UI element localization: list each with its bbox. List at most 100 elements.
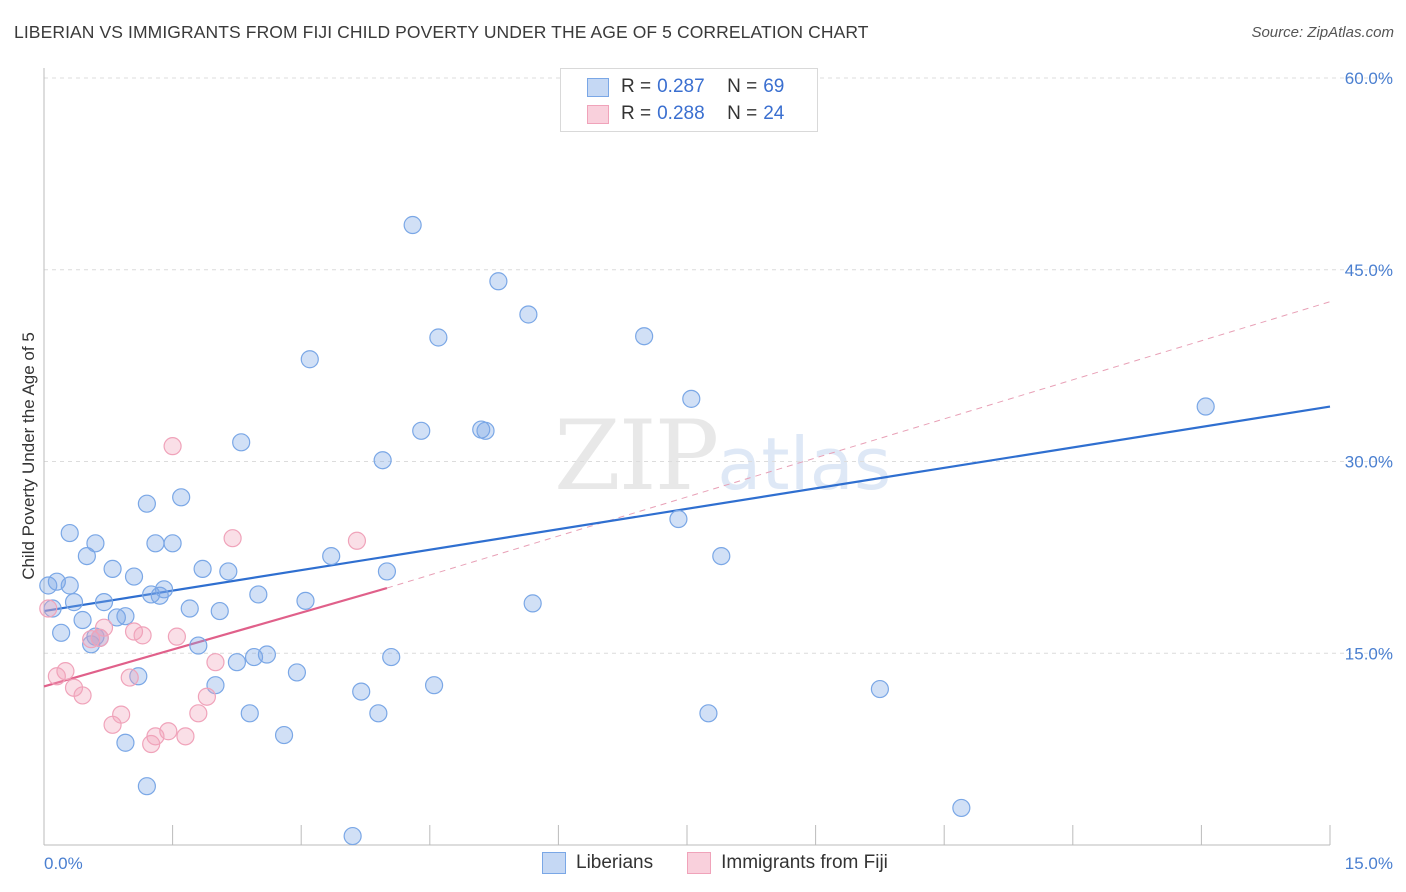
point-liberians xyxy=(86,534,105,553)
watermark-zip: ZIP xyxy=(554,400,719,512)
point-liberians xyxy=(124,567,144,586)
point-liberians xyxy=(172,488,191,507)
y-axis-label: Child Poverty Under the Age of 5 xyxy=(19,332,38,580)
point-fiji xyxy=(176,727,195,746)
point-liberians xyxy=(94,593,114,612)
point-liberians xyxy=(870,679,890,699)
point-liberians xyxy=(116,733,135,752)
point-liberians xyxy=(382,647,401,667)
axis-labels: 15.0% 30.0% 45.0% 60.0% 0.0% 15.0% Child Pover… xyxy=(19,69,1393,873)
point-liberians xyxy=(73,610,92,630)
point-fiji xyxy=(159,722,178,741)
y-tick-label: 30.0% xyxy=(1345,453,1393,472)
trend-line-fiji-extension xyxy=(386,301,1331,589)
point-liberians xyxy=(523,594,542,613)
point-liberians xyxy=(274,725,294,745)
legend-n-value: 69 xyxy=(763,76,785,97)
legend-swatch-fiji xyxy=(687,852,712,874)
point-liberians xyxy=(240,704,259,723)
grid-lines xyxy=(44,77,1395,654)
point-liberians xyxy=(403,215,422,235)
point-liberians xyxy=(296,591,315,610)
point-liberians xyxy=(180,599,199,618)
point-liberians xyxy=(257,645,277,664)
point-liberians xyxy=(412,421,431,440)
stats-legend: R = 0.287 N = 69 R = 0.288 N = 24 xyxy=(560,68,818,132)
point-liberians xyxy=(519,305,538,324)
legend-item-fiji: Immigrants from Fiji xyxy=(687,852,888,874)
point-liberians xyxy=(699,704,718,723)
point-liberians xyxy=(103,559,122,578)
legend-n-label: N = xyxy=(727,103,758,124)
x-tick-label: 0.0% xyxy=(44,854,83,873)
legend-r-label: R = xyxy=(621,76,652,97)
point-liberians xyxy=(635,327,654,346)
watermark: ZIPatlas xyxy=(554,400,891,512)
point-liberians xyxy=(343,826,362,846)
point-liberians xyxy=(429,328,448,347)
point-liberians xyxy=(369,704,388,723)
point-liberians xyxy=(60,576,79,595)
point-liberians xyxy=(300,350,319,369)
point-liberians xyxy=(476,421,495,440)
legend-n-label: N = xyxy=(727,76,758,97)
point-liberians xyxy=(52,623,71,642)
legend-row-liberians: R = 0.287 N = 69 xyxy=(587,75,784,99)
trend-lines xyxy=(43,301,1331,688)
point-fiji xyxy=(206,653,225,672)
point-liberians xyxy=(146,534,165,553)
point-liberians xyxy=(210,601,229,621)
point-liberians xyxy=(219,562,238,581)
point-liberians xyxy=(39,576,58,595)
legend-r-label: R = xyxy=(621,103,652,124)
point-fiji xyxy=(94,618,114,637)
point-fiji xyxy=(47,667,66,686)
point-liberians xyxy=(189,636,208,655)
point-fiji xyxy=(120,668,139,687)
point-liberians xyxy=(232,433,251,452)
chart-title: LIBERIAN VS IMMIGRANTS FROM FIJI CHILD P… xyxy=(14,22,869,42)
x-tick-label: 15.0% xyxy=(1345,854,1393,873)
point-liberians xyxy=(489,272,508,291)
point-liberians xyxy=(712,546,731,566)
watermark-atlas: atlas xyxy=(717,422,892,506)
point-liberians xyxy=(116,607,135,626)
point-fiji xyxy=(39,599,58,618)
legend-row-fiji: R = 0.288 N = 24 xyxy=(587,102,784,126)
point-liberians xyxy=(60,523,79,543)
point-liberians xyxy=(377,562,397,581)
legend-swatch-fiji xyxy=(587,104,609,124)
legend-swatch-liberians xyxy=(542,852,566,874)
point-fiji xyxy=(133,626,152,645)
legend-item-liberians: Liberians xyxy=(542,852,653,874)
point-liberians xyxy=(137,777,156,796)
point-liberians xyxy=(227,653,246,672)
legend-r-value: 0.287 xyxy=(657,76,705,97)
trend-line-fiji xyxy=(43,586,388,688)
point-liberians xyxy=(77,546,96,566)
point-fiji xyxy=(223,529,242,548)
chart-source: Source: ZipAtlas.com xyxy=(1251,24,1394,41)
trend-line-liberians xyxy=(43,405,1331,613)
point-liberians xyxy=(64,593,84,612)
legend-label-liberians: Liberians xyxy=(576,852,654,873)
point-liberians xyxy=(193,559,212,578)
point-fiji xyxy=(197,687,216,706)
point-liberians xyxy=(352,682,371,701)
point-liberians xyxy=(163,534,182,553)
point-liberians xyxy=(287,663,307,682)
legend-label-fiji: Immigrants from Fiji xyxy=(721,852,888,873)
legend-n-value: 24 xyxy=(763,103,785,124)
point-liberians xyxy=(154,580,174,599)
axes xyxy=(43,68,1331,846)
legend-r-value: 0.288 xyxy=(657,103,705,124)
point-liberians xyxy=(43,599,62,618)
point-fiji xyxy=(124,622,144,641)
point-fiji xyxy=(163,437,182,456)
point-fiji xyxy=(56,662,75,681)
point-liberians xyxy=(669,509,688,529)
point-liberians xyxy=(424,676,444,695)
point-fiji xyxy=(167,627,186,646)
data-points xyxy=(39,113,1215,846)
point-fiji xyxy=(347,531,367,550)
